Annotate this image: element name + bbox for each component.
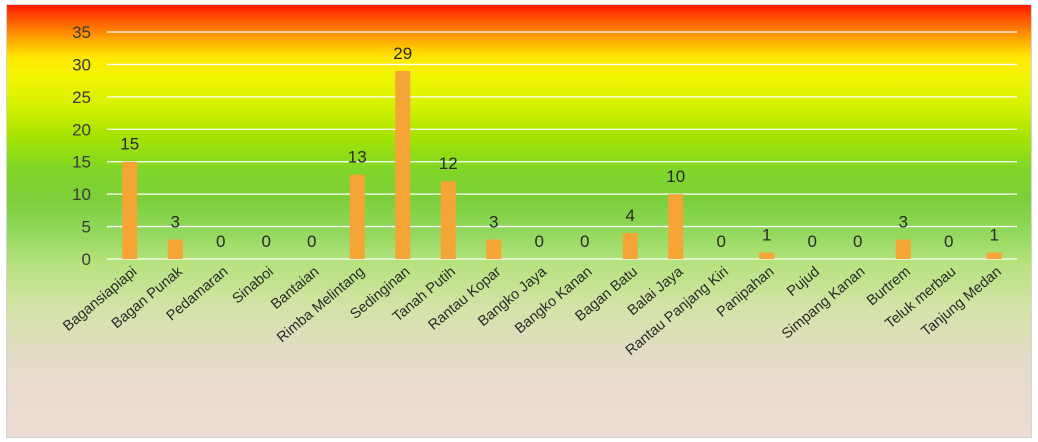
- data-label: 1: [762, 226, 771, 245]
- bars: [122, 70, 1002, 260]
- bar: [986, 252, 1002, 259]
- category-label: Pujud: [784, 264, 823, 300]
- data-label: 3: [489, 213, 498, 232]
- data-label: 0: [580, 232, 589, 251]
- data-label: 4: [626, 206, 635, 225]
- y-tick-label: 5: [82, 218, 91, 237]
- data-label: 3: [899, 213, 908, 232]
- data-label: 3: [171, 213, 180, 232]
- bar: [668, 194, 684, 259]
- bar: [486, 239, 502, 259]
- data-label: 0: [853, 232, 862, 251]
- y-tick-label: 35: [72, 23, 91, 42]
- data-label: 12: [439, 154, 458, 173]
- bar: [759, 252, 775, 259]
- data-label: 0: [808, 232, 817, 251]
- bar: [122, 161, 138, 259]
- category-label: Simpang Kanan: [779, 264, 868, 343]
- y-tick-label: 25: [72, 88, 91, 107]
- category-label: Tanjung Medan: [919, 264, 1005, 340]
- bar: [622, 233, 638, 259]
- data-label: 10: [666, 167, 685, 186]
- y-tick-label: 30: [72, 55, 91, 74]
- category-label: Bangko Kanan: [512, 264, 595, 337]
- y-axis-ticks: 0 5 10 15 20 25 30 35: [72, 23, 91, 269]
- data-label: 0: [535, 232, 544, 251]
- bar: [395, 70, 411, 260]
- chart-area: 0 5 10 15 20 25 30 35 15 3 0 0 0 13 29 12 3 0 0 4 10 0 1 0 0 3 0 1…: [6, 4, 1032, 438]
- y-tick-label: 15: [72, 153, 91, 172]
- data-label: 0: [307, 232, 316, 251]
- data-label: 1: [990, 226, 999, 245]
- bar: [895, 239, 911, 259]
- data-label: 0: [717, 232, 726, 251]
- y-tick-label: 0: [82, 250, 91, 269]
- data-label: 13: [348, 148, 367, 167]
- data-label: 0: [262, 232, 271, 251]
- data-label: 29: [393, 44, 412, 63]
- y-tick-label: 10: [72, 185, 91, 204]
- data-label: 15: [120, 135, 139, 154]
- bar: [167, 239, 183, 259]
- data-label: 0: [944, 232, 953, 251]
- data-label: 0: [216, 232, 225, 251]
- bar: [440, 181, 456, 259]
- gridlines: [107, 31, 1017, 260]
- bar: [349, 174, 365, 259]
- y-tick-label: 20: [72, 120, 91, 139]
